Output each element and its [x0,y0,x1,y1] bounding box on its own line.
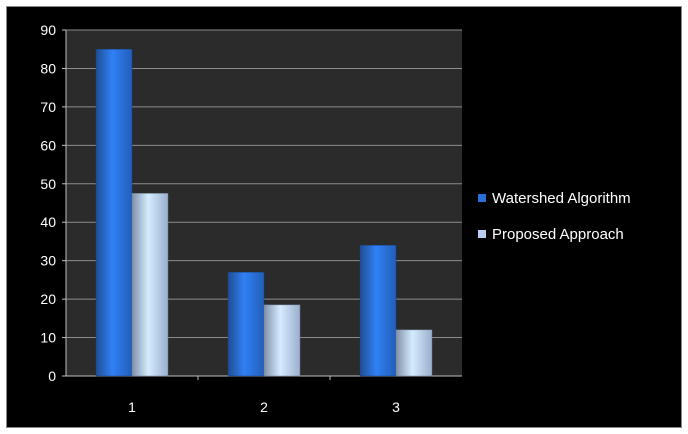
y-tick-label: 20 [40,291,56,307]
legend-item-proposed: Proposed Approach [478,224,631,244]
legend-item-watershed: Watershed Algorithm [478,188,631,208]
y-tick-label: 90 [40,22,56,38]
legend: Watershed Algorithm Proposed Approach [478,188,631,260]
x-tick-label: 2 [260,399,268,415]
y-tick-label: 10 [40,330,56,346]
bar-watershed-1 [95,48,133,377]
legend-label-watershed: Watershed Algorithm [492,189,631,207]
y-tick-label: 50 [40,176,56,192]
bar-watershed-3 [359,245,397,377]
bar-proposed-2 [263,304,301,377]
legend-label-proposed: Proposed Approach [492,225,624,243]
legend-swatch-watershed [478,194,486,202]
y-tick-label: 60 [40,137,56,153]
x-tick-label: 3 [392,399,400,415]
y-tick-label: 80 [40,60,56,76]
y-tick-label: 30 [40,253,56,269]
y-tick-label: 40 [40,214,56,230]
y-tick-label: 0 [48,368,56,384]
bar-proposed-3 [395,329,433,377]
y-tick-label: 70 [40,99,56,115]
bar-proposed-1 [131,193,169,377]
legend-swatch-proposed [478,230,486,238]
x-tick-label: 1 [128,399,136,415]
bar-watershed-2 [227,271,265,377]
